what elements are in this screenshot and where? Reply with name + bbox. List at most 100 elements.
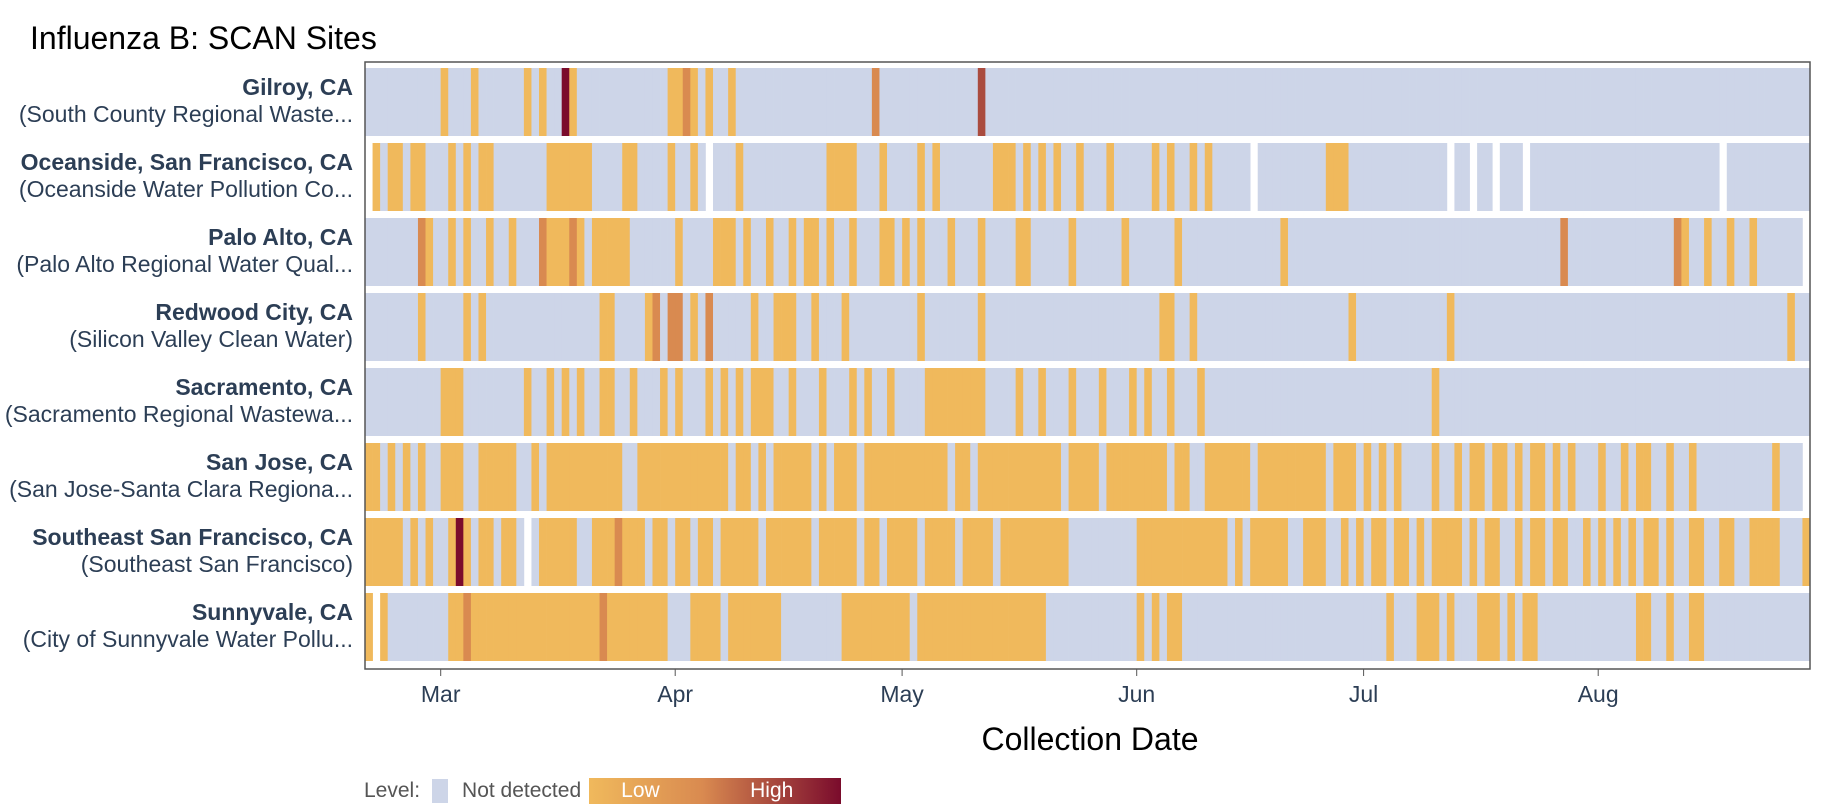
detection-cell	[826, 143, 835, 211]
not-detected-cell	[463, 368, 472, 436]
not-detected-cell	[1242, 68, 1251, 136]
not-detected-cell	[1182, 143, 1190, 211]
not-detected-cell	[1061, 143, 1069, 211]
not-detected-cell	[1446, 443, 1455, 511]
detection-cell	[486, 593, 494, 661]
not-detected-cell	[1794, 518, 1803, 586]
not-detected-cell	[856, 443, 865, 511]
not-detected-cell	[826, 368, 835, 436]
not-detected-cell	[1643, 68, 1652, 136]
not-detected-cell	[1287, 218, 1296, 286]
detection-cell	[516, 593, 525, 661]
not-detected-cell	[1310, 593, 1319, 661]
detection-cell	[1189, 518, 1198, 586]
not-detected-cell	[1076, 293, 1085, 361]
not-detected-cell	[1287, 518, 1296, 586]
not-detected-cell	[909, 293, 918, 361]
detection-cell	[561, 368, 570, 436]
not-detected-cell	[433, 218, 442, 286]
not-detected-cell	[1098, 218, 1107, 286]
not-detected-cell	[584, 293, 593, 361]
not-detected-cell	[713, 368, 721, 436]
detection-cell	[1499, 443, 1508, 511]
not-detected-cell	[1794, 593, 1803, 661]
detection-cell	[796, 443, 805, 511]
not-detected-cell	[1590, 293, 1599, 361]
detection-cell	[1000, 443, 1009, 511]
detection-cell	[1416, 593, 1425, 661]
not-detected-cell	[1129, 218, 1138, 286]
not-detected-cell	[887, 143, 895, 211]
not-detected-cell	[1590, 593, 1599, 661]
not-detected-cell	[1386, 443, 1395, 511]
not-detected-cell	[682, 593, 691, 661]
not-detected-cell	[1772, 218, 1781, 286]
not-detected-cell	[1098, 593, 1107, 661]
detection-cell	[1174, 443, 1183, 511]
not-detected-cell	[909, 68, 918, 136]
not-detected-cell	[1469, 293, 1478, 361]
detection-cell	[402, 443, 411, 511]
detection-cell	[690, 68, 699, 136]
not-detected-cell	[1386, 518, 1395, 586]
detection-cell	[1061, 518, 1069, 586]
detection-cell	[470, 68, 479, 136]
not-detected-cell	[660, 143, 668, 211]
not-detected-cell	[1726, 593, 1735, 661]
not-detected-cell	[690, 518, 699, 586]
not-detected-cell	[1484, 368, 1493, 436]
not-detected-cell	[1651, 143, 1660, 211]
not-detected-cell	[713, 518, 721, 586]
not-detected-cell	[1310, 218, 1319, 286]
detection-cell	[879, 218, 888, 286]
detection-cell	[1363, 443, 1372, 511]
not-detected-cell	[1666, 293, 1675, 361]
not-detected-cell	[591, 368, 600, 436]
not-detected-cell	[1590, 443, 1599, 511]
not-detected-cell	[1212, 368, 1221, 436]
not-detected-cell	[1159, 218, 1168, 286]
detection-cell	[569, 218, 578, 286]
detection-cell	[690, 293, 699, 361]
not-detected-cell	[1303, 368, 1312, 436]
not-detected-cell	[1318, 218, 1327, 286]
not-detected-cell	[365, 368, 373, 436]
detection-cell	[1053, 443, 1062, 511]
not-detected-cell	[758, 518, 767, 586]
not-detected-cell	[1053, 293, 1062, 361]
detection-cell	[486, 518, 494, 586]
not-detected-cell	[1439, 293, 1448, 361]
not-detected-cell	[682, 293, 691, 361]
not-detected-cell	[970, 443, 979, 511]
not-detected-cell	[516, 368, 525, 436]
detection-cell	[417, 143, 426, 211]
detection-cell	[1045, 518, 1054, 586]
not-detected-cell	[1068, 293, 1077, 361]
not-detected-cell	[1583, 218, 1591, 286]
not-detected-cell	[470, 293, 479, 361]
not-detected-cell	[1182, 593, 1190, 661]
not-detected-cell	[856, 293, 865, 361]
detection-cell	[637, 443, 646, 511]
detection-cell	[977, 293, 986, 361]
heatmap-rows	[365, 68, 1811, 661]
detection-cell	[372, 443, 381, 511]
not-detected-cell	[440, 218, 449, 286]
detection-cell	[1530, 518, 1538, 586]
not-detected-cell	[1371, 443, 1380, 511]
detection-cell	[758, 368, 767, 436]
not-detected-cell	[1658, 293, 1667, 361]
not-detected-cell	[1696, 293, 1705, 361]
detection-cell	[1053, 143, 1062, 211]
detection-cell	[372, 518, 381, 586]
detection-cell	[1235, 443, 1243, 511]
detection-cell	[1008, 518, 1016, 586]
site-facility-label: (City of Sunnyvale Water Pollu...	[23, 626, 353, 652]
detection-cell	[985, 593, 994, 661]
not-detected-cell	[554, 293, 563, 361]
not-detected-cell	[523, 143, 532, 211]
not-detected-cell	[924, 68, 933, 136]
detection-cell	[629, 593, 638, 661]
not-detected-cell	[1666, 368, 1675, 436]
not-detected-cell	[917, 368, 926, 436]
